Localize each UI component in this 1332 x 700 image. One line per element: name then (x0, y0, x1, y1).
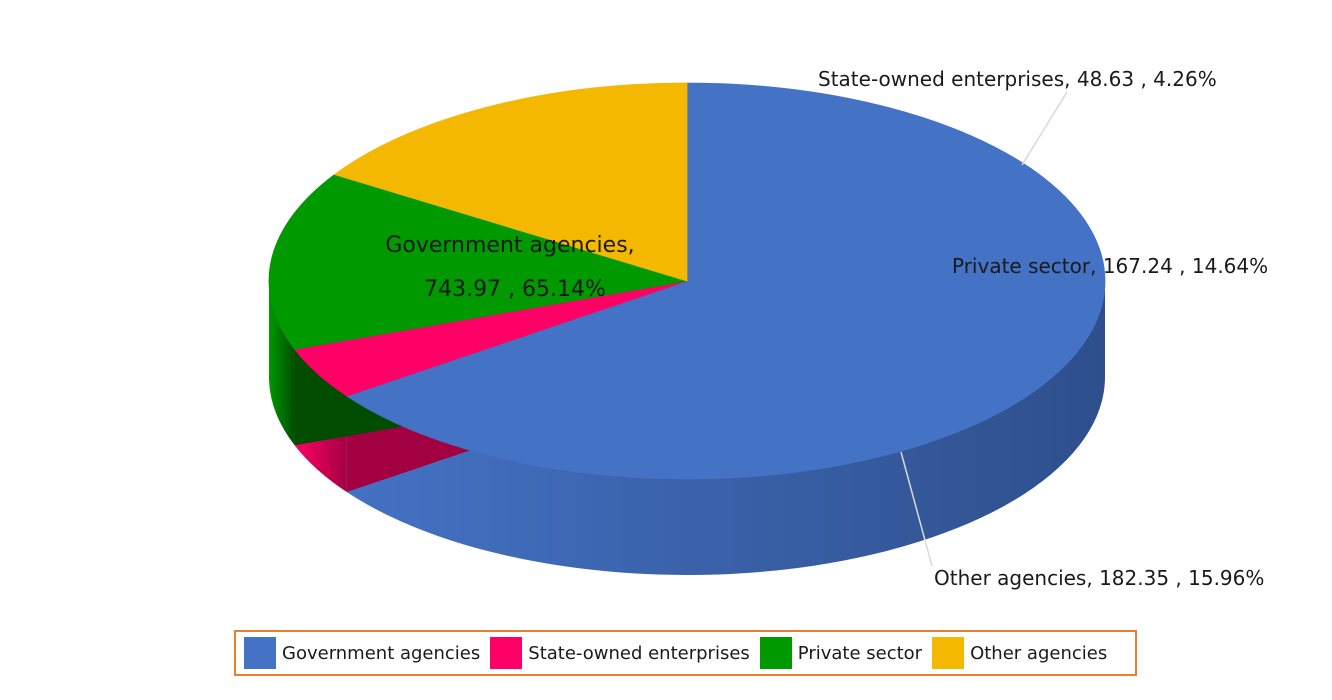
data-label-government-line1: Government agencies, (385, 233, 634, 258)
legend-swatch-other-agencies (932, 637, 965, 669)
legend-label-state-owned: State-owned enterprises (528, 642, 750, 664)
legend-swatch-private-sector (759, 637, 792, 669)
pie-slice-other-agencies (333, 82, 688, 282)
legend-item-state-owned: State-owned enterprises (490, 637, 750, 669)
legend-item-other-agencies: Other agencies (932, 637, 1107, 669)
leader-lines (900, 91, 1068, 567)
data-label-government-line2: 743.97 , 65.14% (424, 277, 606, 302)
legend-label-private-sector: Private sector (797, 642, 923, 664)
legend-item-government: Government agencies (244, 637, 480, 669)
pie-side-government (346, 281, 1106, 575)
pie-slice-government (345, 82, 1106, 480)
data-label-state-owned: State-owned enterprises, 48.63 , 4.26% (818, 67, 1217, 91)
pie-side-private-sector (269, 281, 295, 446)
legend-item-private-sector: Private sector (759, 637, 923, 669)
legend-swatch-government (244, 637, 276, 669)
chart-legend: Government agencies State-owned enterpri… (234, 630, 1137, 676)
data-label-other-agencies: Other agencies, 182.35 , 15.96% (934, 566, 1264, 590)
legend-swatch-state-owned (490, 637, 523, 669)
pie-slice-private-sector (268, 174, 688, 350)
leader-line-state-owned (1021, 91, 1068, 166)
pie-top-layer (268, 82, 1106, 480)
data-label-private-sector: Private sector, 167.24 , 14.64% (952, 254, 1268, 278)
legend-label-other-agencies: Other agencies (970, 642, 1108, 664)
legend-label-government: Government agencies (282, 642, 481, 664)
leader-line-other-agencies (900, 451, 933, 567)
